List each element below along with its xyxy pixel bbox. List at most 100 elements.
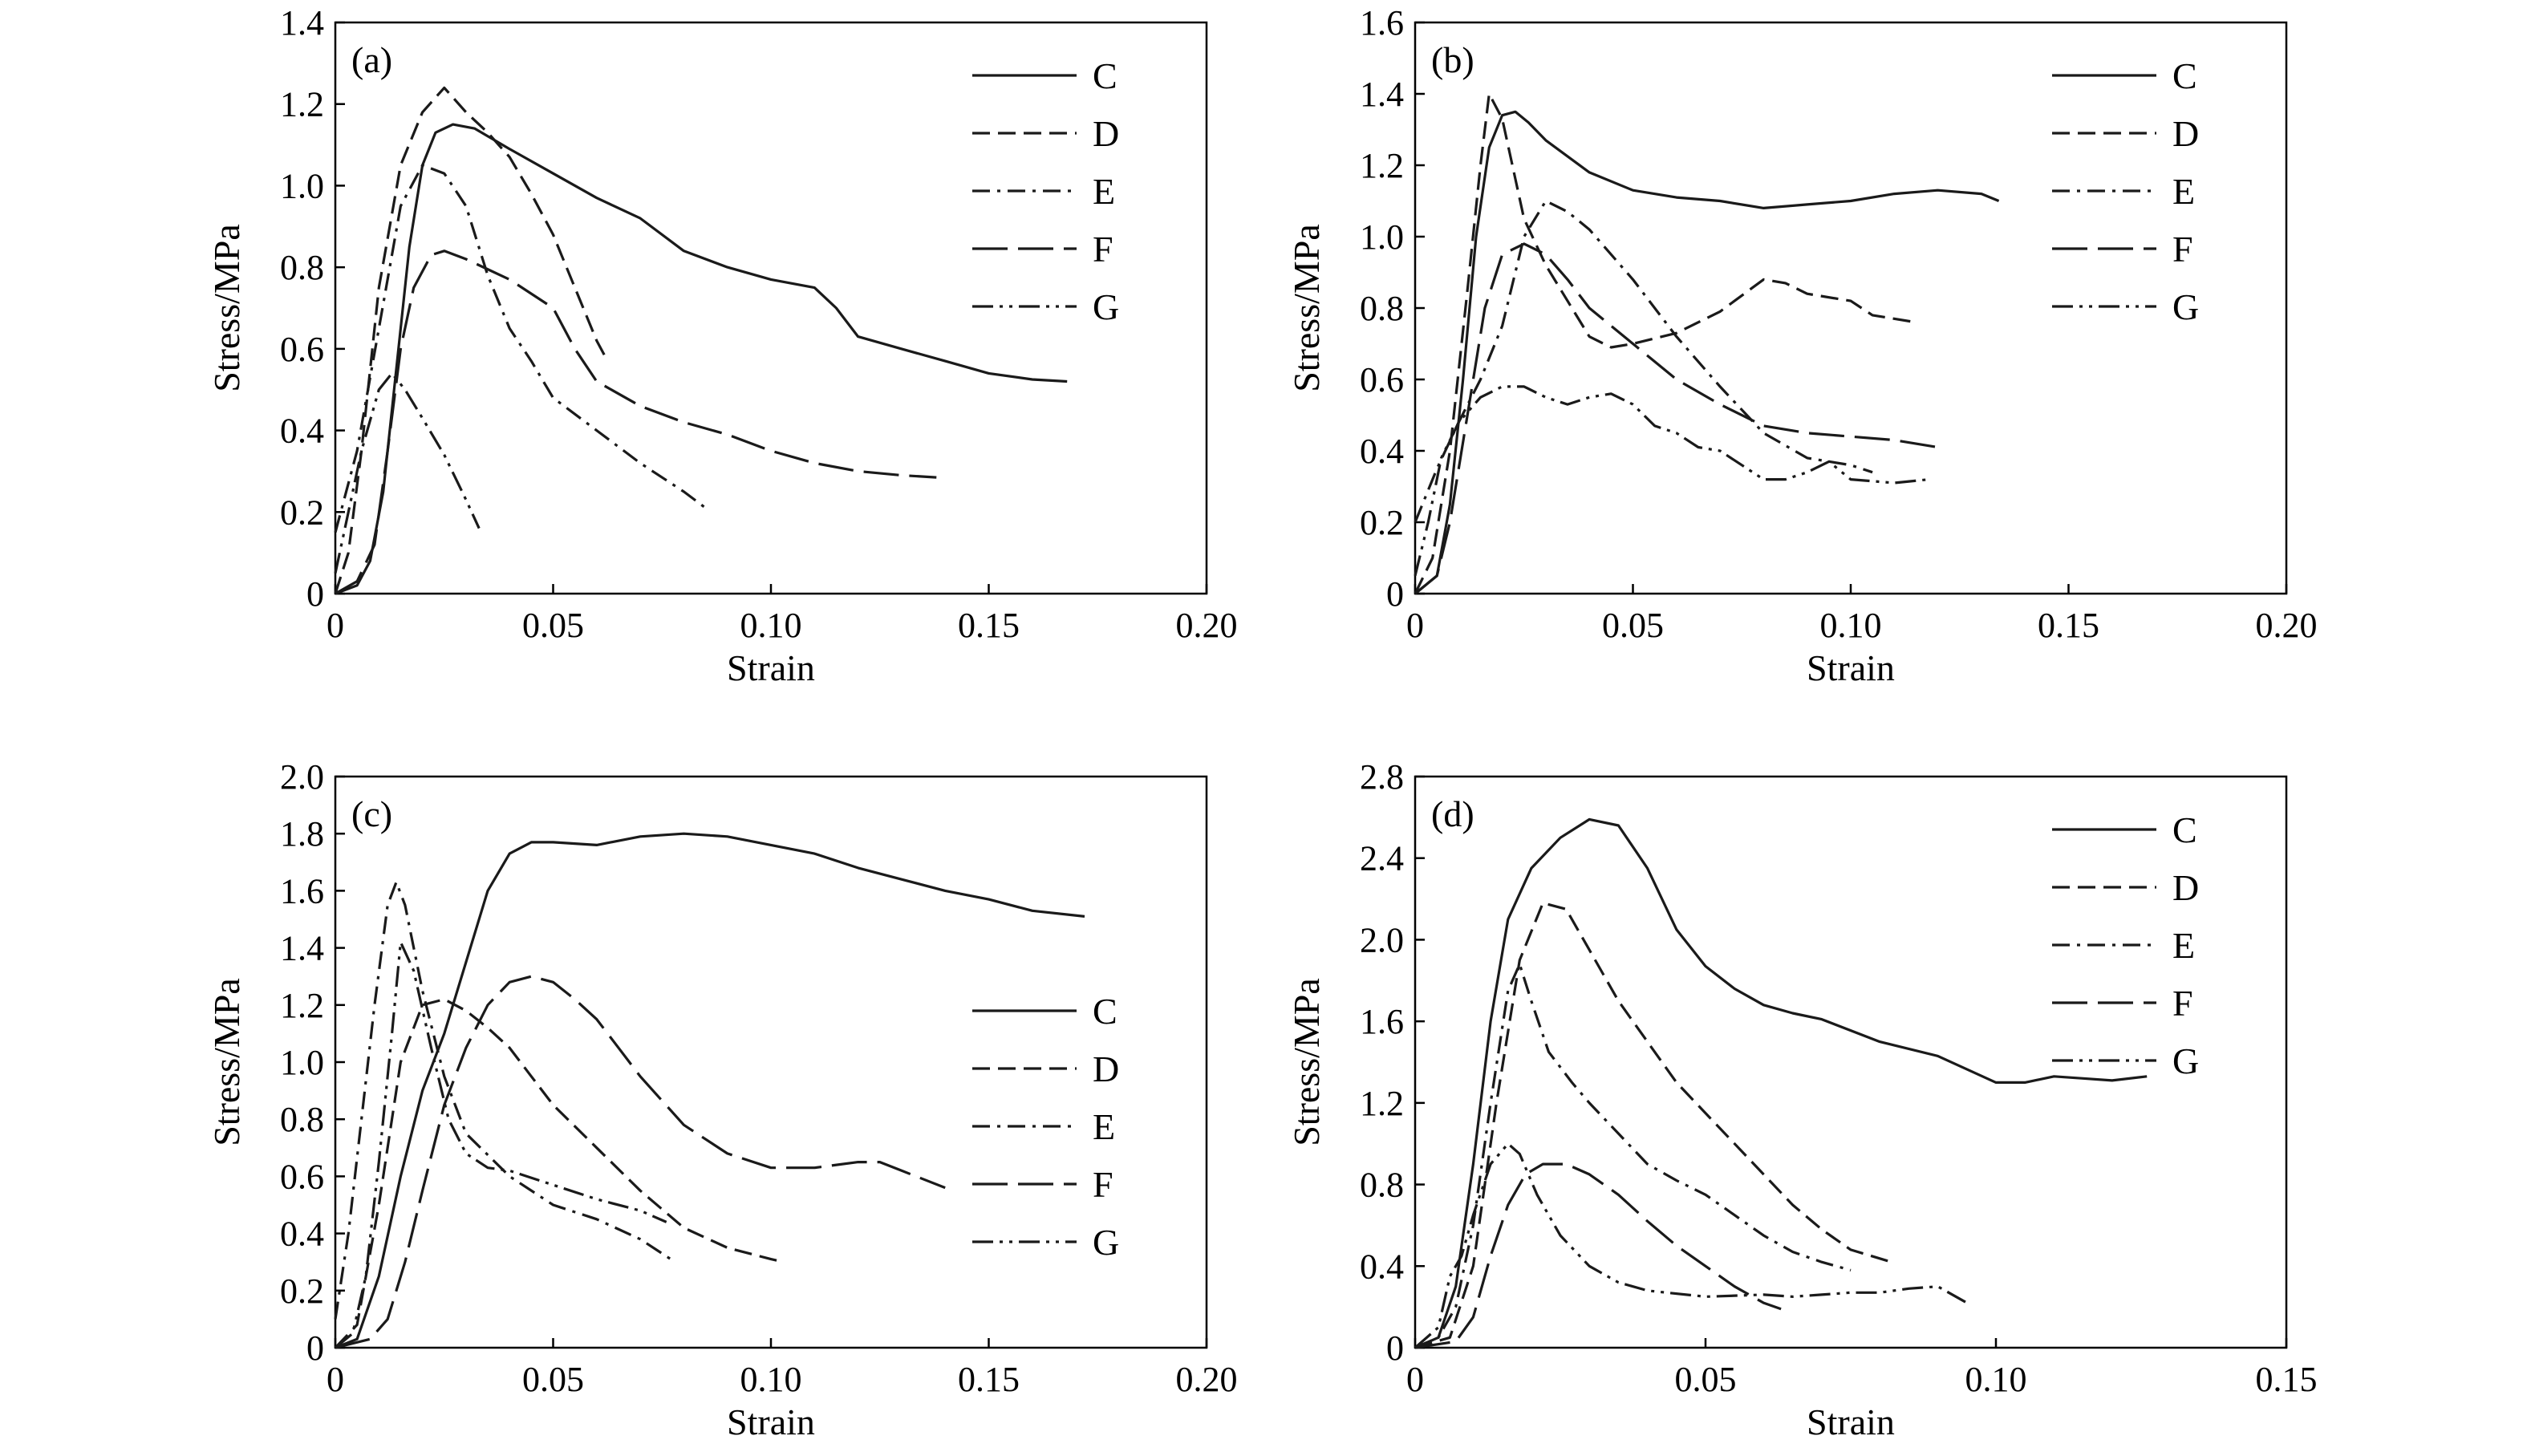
x-tick-label: 0.15	[2256, 1360, 2318, 1399]
y-axis-label: Stress/MPa	[206, 978, 247, 1146]
y-tick-label: 1.2	[280, 85, 324, 124]
series-line-C	[1414, 110, 2000, 595]
x-tick-label: 0.20	[1176, 1360, 1238, 1399]
y-tick-label: 0.2	[280, 493, 324, 532]
y-tick-label: 0.2	[280, 1271, 324, 1311]
x-tick-label: 0	[1406, 1360, 1424, 1399]
legend-label-E: E	[1093, 171, 1115, 212]
y-tick-label: 0.2	[1360, 503, 1404, 542]
y-tick-label: 0.8	[1360, 289, 1404, 328]
series-line-G	[334, 371, 481, 574]
x-tick-label: 0.05	[522, 1360, 584, 1399]
plot-frame	[1414, 21, 2288, 595]
y-tick-label: 1.2	[280, 986, 324, 1025]
series-line-D	[334, 998, 785, 1349]
y-axis-label: Stress/MPa	[206, 224, 247, 392]
panel-c: 0 0.2 0.4 0.6 0.8 1.0 1.2 1.4 1.6 1.8 2.0 0 0.05 0.10…	[206, 757, 1238, 1442]
series-line-E	[334, 881, 676, 1320]
legend-label-C: C	[2172, 809, 2197, 850]
x-tick-label: 0.15	[2038, 606, 2099, 645]
legend-label-F: F	[1093, 1164, 1113, 1205]
y-tick-label: 1.0	[280, 1043, 324, 1082]
y-tick-label: 1.8	[280, 814, 324, 854]
x-tick-label: 0.05	[1675, 1360, 1737, 1399]
x-tick-label: 0.10	[1820, 606, 1882, 645]
y-tick-label: 1.4	[280, 929, 324, 968]
y-tick-label: 0.8	[280, 1100, 324, 1139]
legend-label-G: G	[1093, 286, 1119, 327]
panel-label: (d)	[1431, 793, 1474, 834]
y-axis-label: Stress/MPa	[1286, 978, 1327, 1146]
y-tick-label: 1.6	[280, 871, 324, 911]
series-line-G	[1414, 1142, 1968, 1349]
legend-label-D: D	[1093, 113, 1119, 154]
legend-label-E: E	[1093, 1106, 1115, 1147]
y-tick-label: 1.0	[1360, 217, 1404, 257]
y-tick-label: 0.4	[1360, 1247, 1404, 1286]
series-line-D	[1414, 92, 1917, 594]
series-line-C	[335, 123, 1068, 595]
y-tick-label: 1.4	[1360, 75, 1404, 114]
x-tick-label: 0.15	[958, 1360, 1020, 1399]
x-tick-label: 0.15	[958, 606, 1020, 645]
plot-frame	[334, 775, 1208, 1349]
y-tick-label: 1.0	[280, 166, 324, 205]
panel-b: 0 0.2 0.4 0.6 0.8 1.0 1.2 1.4 1.6 0 0.05 0.10 0.15 0.…	[1286, 3, 2318, 688]
plot-frame	[334, 21, 1208, 595]
y-tick-label: 0.6	[280, 1157, 324, 1196]
x-tick-label: 0.10	[1965, 1360, 2027, 1399]
y-tick-label: 0.8	[280, 248, 324, 287]
panel-a: 0 0.2 0.4 0.6 0.8 1.0 1.2 1.4 0 0.05 0.10 0.15 0.20 S…	[206, 3, 1238, 688]
legend-label-C: C	[1093, 991, 1117, 1032]
x-tick-label: 0.10	[740, 1360, 802, 1399]
x-tick-label: 0	[327, 1360, 344, 1399]
x-axis-label: Strain	[1807, 1401, 1895, 1442]
y-tick-label: 1.6	[1360, 1002, 1404, 1041]
series-line-F	[335, 249, 937, 595]
legend-label-G: G	[1093, 1222, 1119, 1263]
legend-label-F: F	[2172, 983, 2193, 1024]
y-tick-label: 0	[306, 1328, 324, 1368]
series-line-F	[335, 975, 946, 1349]
series-line-D	[1414, 902, 1892, 1349]
y-tick-label: 1.6	[1360, 3, 1404, 43]
y-tick-label: 0	[1386, 1328, 1404, 1368]
series-line-C	[1414, 817, 2148, 1349]
x-tick-label: 0.10	[740, 606, 802, 645]
x-tick-label: 0	[1406, 606, 1424, 645]
y-tick-label: 0	[306, 574, 324, 614]
series-line-E	[1414, 963, 1852, 1349]
y-tick-label: 0	[1386, 574, 1404, 614]
y-tick-label: 2.0	[280, 757, 324, 797]
y-tick-label: 1.4	[280, 3, 324, 43]
y-tick-label: 1.2	[1360, 146, 1404, 185]
legend-label-E: E	[2172, 171, 2195, 212]
x-tick-label: 0.05	[522, 606, 584, 645]
panel-d: 0 0.4 0.8 1.2 1.6 2.0 2.4 2.8 0 0.05 0.10 0.15 Strai…	[1286, 757, 2318, 1442]
y-tick-label: 2.0	[1360, 920, 1404, 959]
panel-label: (c)	[351, 793, 392, 834]
legend-label-D: D	[2172, 867, 2199, 908]
legend-label-C: C	[2172, 55, 2197, 96]
legend-label-F: F	[2172, 229, 2193, 270]
y-tick-label: 0.6	[1360, 360, 1404, 399]
series-line-F	[1414, 242, 1938, 595]
series-line-G	[334, 940, 667, 1349]
series-line-E	[334, 164, 707, 533]
y-tick-label: 0.4	[280, 412, 324, 451]
x-tick-label: 0.05	[1602, 606, 1664, 645]
legend-label-G: G	[2172, 286, 2199, 327]
panel-label: (b)	[1431, 39, 1474, 80]
x-tick-label: 0.20	[2256, 606, 2318, 645]
y-tick-label: 0.4	[280, 1215, 324, 1254]
plot-frame	[1414, 775, 2288, 1349]
x-axis-label: Strain	[727, 647, 815, 688]
series-line-F	[1414, 1162, 1782, 1349]
legend-label-G: G	[2172, 1040, 2199, 1081]
x-tick-label: 0	[327, 606, 344, 645]
series-line-G	[1414, 385, 1929, 577]
y-tick-label: 0.6	[280, 330, 324, 369]
series-line-C	[335, 832, 1085, 1349]
x-axis-label: Strain	[727, 1401, 815, 1442]
legend-label-C: C	[1093, 55, 1117, 96]
